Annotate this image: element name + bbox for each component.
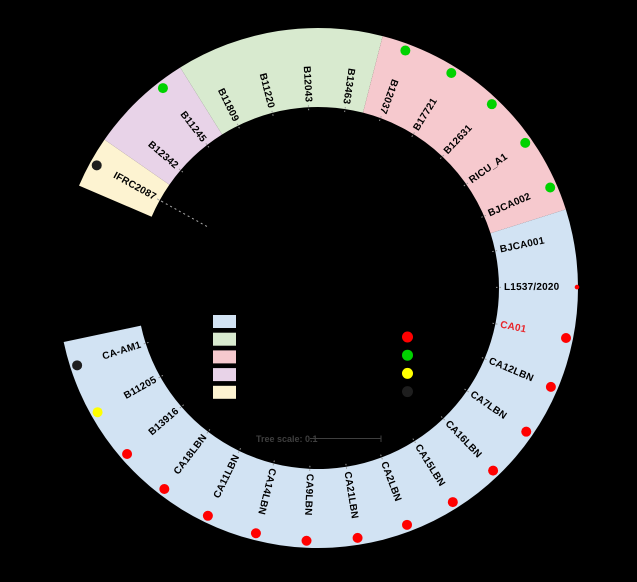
black-dot: [72, 360, 83, 371]
red-dot: [122, 448, 133, 459]
legend-dot-green: [402, 349, 413, 361]
ring-section-cream: [79, 139, 170, 217]
green-dot: [400, 45, 411, 56]
leaf-tick: [236, 123, 241, 131]
ring-section-green: [180, 27, 383, 135]
red-dot: [574, 284, 580, 290]
red-dot: [202, 510, 213, 521]
leaf-tick: [490, 250, 498, 253]
leaf-label: CA01: [499, 320, 527, 336]
leaf-tick: [143, 341, 151, 345]
red-dot: [561, 333, 572, 344]
red-dot: [521, 426, 532, 437]
leaf-tick: [206, 427, 212, 434]
leaf-tick: [345, 461, 348, 469]
tree-scale-label: Tree scale: 0.1: [256, 434, 318, 444]
leaf-tick: [479, 356, 487, 360]
leaf-label: B13463: [340, 67, 356, 105]
green-dot: [520, 137, 531, 148]
leaf-connector-ticks: [143, 105, 502, 471]
leaf-tick: [462, 387, 469, 393]
leaf-tick: [378, 116, 382, 123]
leaf-tick: [272, 458, 276, 466]
green-dot: [486, 99, 497, 110]
leaf-tick: [205, 143, 211, 150]
leaf-tick: [179, 403, 186, 409]
leaf-tick: [411, 436, 416, 444]
black-dot: [91, 160, 102, 171]
leaf-label: B12043: [301, 66, 314, 103]
leaf-dots: [72, 45, 580, 546]
legend-swatch-blue: [213, 315, 236, 328]
leaf-tick: [379, 452, 383, 460]
red-dot: [301, 535, 312, 546]
leaf-tick: [410, 132, 415, 139]
leaf-label: CA9LBN: [302, 474, 315, 516]
dot-color-legend: [402, 331, 413, 398]
red-dot: [250, 528, 261, 539]
red-dot: [402, 519, 413, 530]
legend-swatch-purple: [213, 368, 236, 382]
leaf-tick: [343, 106, 346, 115]
ring-section-pink: [363, 36, 566, 234]
yellow-dot: [92, 407, 103, 418]
leaf-tick: [490, 322, 498, 325]
leaf-tick: [439, 414, 446, 421]
legend-dot-yellow: [402, 367, 413, 379]
leaf-tick: [438, 154, 445, 161]
legend-swatch-pink: [213, 350, 236, 364]
leaf-tick: [157, 198, 165, 204]
group-color-legend: [213, 315, 236, 399]
green-dot: [545, 182, 556, 193]
red-dot: [159, 483, 170, 494]
group-color-ring: [63, 27, 578, 548]
green-dot: [157, 83, 168, 94]
red-dot: [352, 532, 363, 543]
ring-section-blue: [63, 209, 578, 548]
leaf-tick: [479, 214, 487, 219]
legend-swatch-green: [213, 332, 236, 346]
leaf-tick: [271, 110, 275, 118]
leaf-tick: [461, 182, 469, 188]
red-dot: [545, 381, 556, 392]
red-dot: [488, 465, 499, 476]
leaf-tick: [178, 168, 185, 174]
legend-swatch-cream: [213, 385, 236, 399]
ring-section-purple: [104, 67, 223, 185]
leaf-tick: [158, 373, 165, 379]
leaf-label: L1537/2020: [504, 282, 560, 293]
red-dot: [447, 497, 458, 508]
tree-scale: Tree scale: 0.1: [256, 434, 382, 444]
green-dot: [446, 67, 457, 78]
legend-dot-black: [402, 386, 413, 398]
legend-dot-red: [402, 331, 413, 343]
leaf-tick: [237, 446, 242, 453]
